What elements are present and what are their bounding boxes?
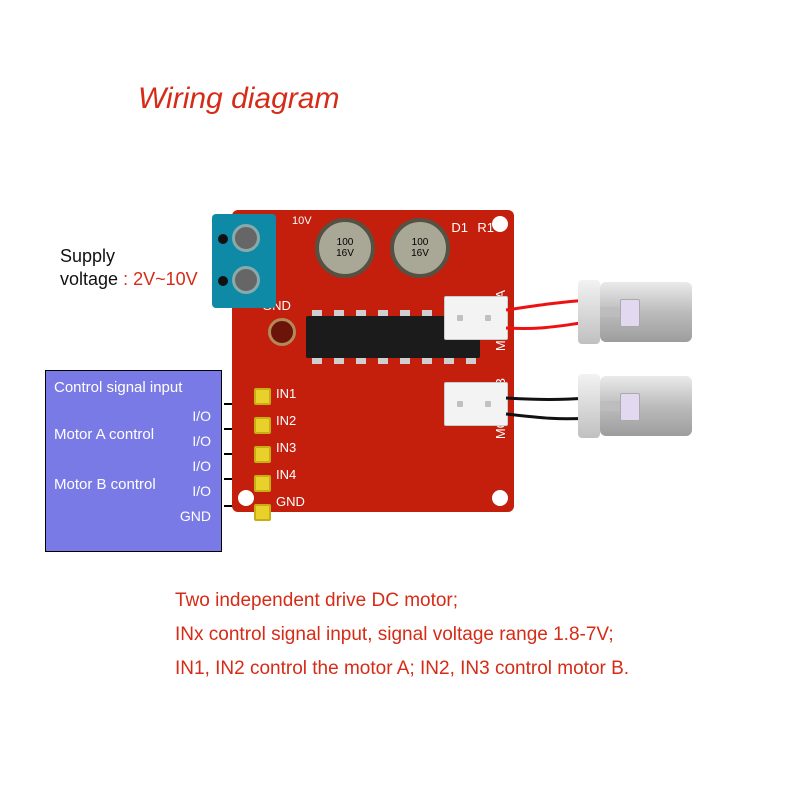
io-2: I/O (192, 433, 211, 449)
input-pin-header (254, 388, 271, 533)
terminal-hole-1 (218, 234, 228, 244)
terminal-screw-1 (232, 224, 260, 252)
supply-line1: Supply (60, 245, 198, 268)
pcb-hole-bl (238, 490, 254, 506)
jst-motor-b (444, 382, 508, 426)
power-terminal (212, 214, 276, 308)
desc-line-2: INx control signal input, signal voltage… (175, 618, 629, 652)
gnd-pad (268, 318, 296, 346)
diagram-title: Wiring diagram (138, 82, 339, 116)
pcb-hole-br (492, 490, 508, 506)
description-text: Two independent drive DC motor; INx cont… (175, 584, 629, 687)
io-4: I/O (192, 483, 211, 499)
io-1: I/O (192, 408, 211, 424)
silk-d1: D1 (451, 220, 468, 235)
silk-in3: IN3 (276, 440, 296, 455)
silk-in2: IN2 (276, 413, 296, 428)
jst-motor-a (444, 296, 508, 340)
motor-b-control-label: Motor B control (54, 476, 156, 493)
io-3: I/O (192, 458, 211, 474)
motor-a-control-label: Motor A control (54, 426, 154, 443)
control-signal-box: Control signal input Motor A control I/O… (45, 370, 222, 552)
supply-voltage-label: Supply voltage : 2V~10V (60, 245, 198, 290)
terminal-screw-2 (232, 266, 260, 294)
capacitor-2: 100 16V (390, 218, 450, 278)
supply-line2: voltage : 2V~10V (60, 268, 198, 291)
terminal-hole-2 (218, 276, 228, 286)
supply-voltage-range: : 2V~10V (123, 269, 198, 289)
silk-in5: GND (276, 494, 305, 509)
gnd-label: GND (180, 508, 211, 524)
silk-in1: IN1 (276, 386, 296, 401)
pcb-hole-tr (492, 216, 508, 232)
desc-line-3: IN1, IN2 control the motor A; IN2, IN3 c… (175, 652, 629, 686)
silk-10v: 10V (292, 215, 312, 227)
capacitor-1: 100 16V (315, 218, 375, 278)
control-signal-title: Control signal input (54, 379, 182, 396)
desc-line-1: Two independent drive DC motor; (175, 584, 629, 618)
silk-r1: R1 (477, 220, 494, 235)
silk-in4: IN4 (276, 467, 296, 482)
